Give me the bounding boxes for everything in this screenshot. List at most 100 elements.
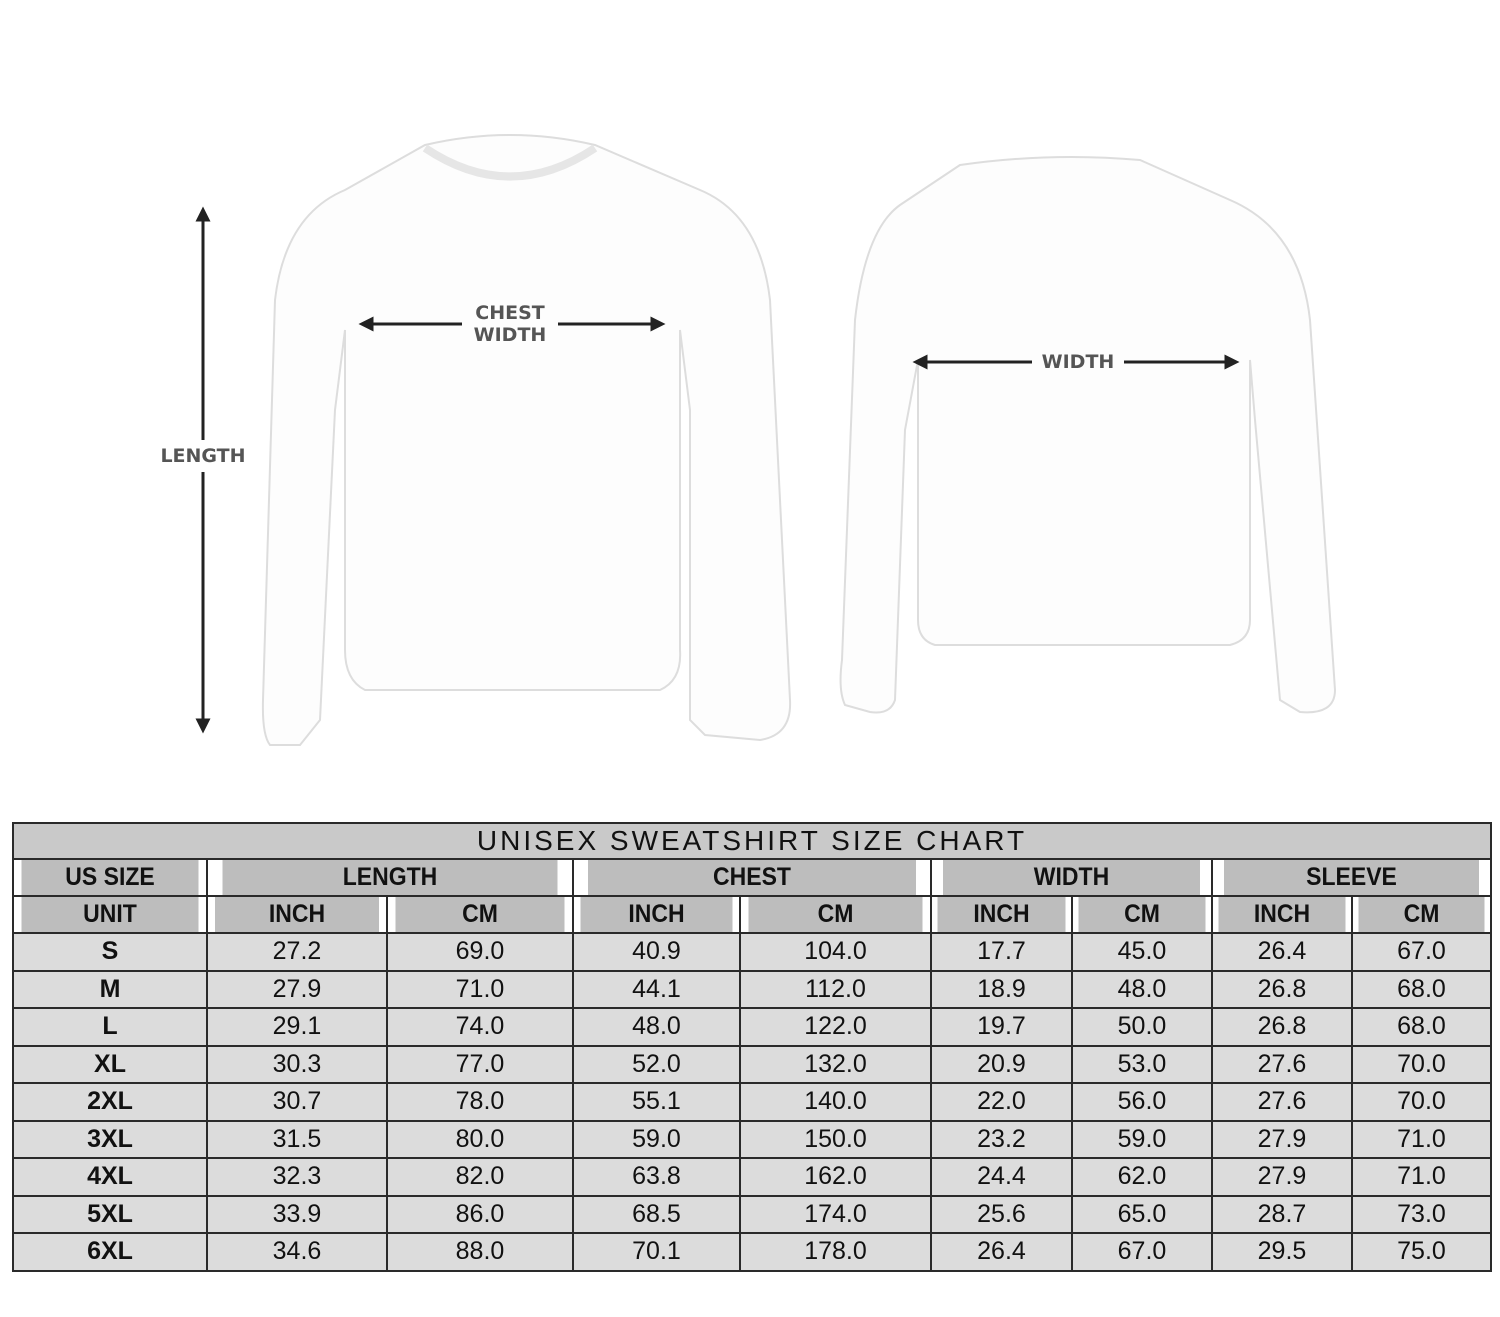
size-cell: S — [12, 932, 208, 972]
table-cell: 19.7 — [930, 1007, 1073, 1047]
table-cell: 56.0 — [1071, 1082, 1213, 1122]
table-cell: 67.0 — [1351, 932, 1492, 972]
table-cell: 59.0 — [572, 1119, 741, 1159]
table-cell: 150.0 — [739, 1119, 932, 1159]
table-row: S 27.2 69.0 40.9 104.0 17.7 45.0 26.4 67.0 — [12, 932, 1492, 972]
table-cell: 68.0 — [1351, 969, 1492, 1009]
chest-width-label-line2: WIDTH — [473, 324, 547, 346]
table-cell: 82.0 — [386, 1157, 574, 1197]
table-cell: 71.0 — [386, 969, 574, 1009]
table-cell: 77.0 — [386, 1044, 574, 1084]
table-cell: 55.1 — [572, 1082, 741, 1122]
table-title: UNISEX SWEATSHIRT SIZE CHART — [12, 822, 1492, 860]
size-cell: 2XL — [12, 1082, 208, 1122]
unit-header: INCH — [578, 895, 735, 934]
table-cell: 50.0 — [1071, 1007, 1213, 1047]
size-cell: XL — [12, 1044, 208, 1084]
table-cell: 70.0 — [1351, 1044, 1492, 1084]
table-cell: 32.3 — [206, 1157, 388, 1197]
table-cell: 65.0 — [1071, 1194, 1213, 1234]
table-cell: 80.0 — [386, 1119, 574, 1159]
table-cell: 112.0 — [739, 969, 932, 1009]
size-chart-table: UNISEX SWEATSHIRT SIZE CHART US SIZE LENG… — [12, 822, 1492, 1272]
size-cell: 5XL — [12, 1194, 208, 1234]
table-cell: 23.2 — [930, 1119, 1073, 1159]
table-cell: 27.9 — [1211, 1157, 1353, 1197]
table-cell: 29.5 — [1211, 1232, 1353, 1272]
table-cell: 25.6 — [930, 1194, 1073, 1234]
unit-header: INCH — [1216, 895, 1348, 934]
table-cell: 86.0 — [386, 1194, 574, 1234]
table-row: L 29.1 74.0 48.0 122.0 19.7 50.0 26.8 68.0 — [12, 1007, 1492, 1047]
chest-width-label-line1: CHEST — [475, 302, 545, 324]
size-cell: L — [12, 1007, 208, 1047]
table-cell: 68.5 — [572, 1194, 741, 1234]
table-cell: 140.0 — [739, 1082, 932, 1122]
table-cell: 20.9 — [930, 1044, 1073, 1084]
unit-header-row: UNIT INCH CM INCH CM INCH CM INCH CM — [13, 895, 1491, 934]
table-cell: 44.1 — [572, 969, 741, 1009]
table-cell: 27.9 — [206, 969, 388, 1009]
table-row: 2XL 30.7 78.0 55.1 140.0 22.0 56.0 27.6 70.0 — [12, 1082, 1492, 1122]
table-cell: 34.6 — [206, 1232, 388, 1272]
table-cell: 69.0 — [386, 932, 574, 972]
table-cell: 33.9 — [206, 1194, 388, 1234]
table-cell: 26.8 — [1211, 969, 1353, 1009]
table-cell: 45.0 — [1071, 932, 1213, 972]
table-cell: 122.0 — [739, 1007, 932, 1047]
table-row: 5XL 33.9 86.0 68.5 174.0 25.6 65.0 28.7 73.0 — [12, 1194, 1492, 1234]
unit-header: INCH — [213, 895, 381, 934]
sweatshirt-illustration — [195, 134, 1337, 746]
table-cell: 30.7 — [206, 1082, 388, 1122]
table-cell: 71.0 — [1351, 1157, 1492, 1197]
group-header: SLEEVE — [1222, 858, 1481, 897]
table-cell: 18.9 — [930, 969, 1073, 1009]
group-header: US SIZE — [19, 858, 201, 897]
table-cell: 73.0 — [1351, 1194, 1492, 1234]
table-cell: 63.8 — [572, 1157, 741, 1197]
group-header: LENGTH — [220, 858, 560, 897]
table-cell: 67.0 — [1071, 1232, 1213, 1272]
table-cell: 62.0 — [1071, 1157, 1213, 1197]
table-cell: 88.0 — [386, 1232, 574, 1272]
table-cell: 132.0 — [739, 1044, 932, 1084]
table-cell: 48.0 — [572, 1007, 741, 1047]
table-cell: 174.0 — [739, 1194, 932, 1234]
unit-header: CM — [1356, 895, 1487, 934]
table-row: M 27.9 71.0 44.1 112.0 18.9 48.0 26.8 68.0 — [12, 969, 1492, 1009]
table-cell: 71.0 — [1351, 1119, 1492, 1159]
table-cell: 53.0 — [1071, 1044, 1213, 1084]
table-cell: 162.0 — [739, 1157, 932, 1197]
table-cell: 30.3 — [206, 1044, 388, 1084]
table-cell: 29.1 — [206, 1007, 388, 1047]
table-cell: 75.0 — [1351, 1232, 1492, 1272]
group-header: CHEST — [586, 858, 918, 897]
table-cell: 27.6 — [1211, 1044, 1353, 1084]
table-cell: 70.0 — [1351, 1082, 1492, 1122]
size-cell: M — [12, 969, 208, 1009]
table-row: 4XL 32.3 82.0 63.8 162.0 24.4 62.0 27.9 71.0 — [12, 1157, 1492, 1197]
unit-header: CM — [393, 895, 567, 934]
table-cell: 48.0 — [1071, 969, 1213, 1009]
table-cell: 24.4 — [930, 1157, 1073, 1197]
table-cell: 74.0 — [386, 1007, 574, 1047]
chest-width-label: CHEST WIDTH — [460, 302, 560, 346]
table-row: 3XL 31.5 80.0 59.0 150.0 23.2 59.0 27.9 71.0 — [12, 1119, 1492, 1159]
back-sweatshirt — [839, 155, 1337, 714]
table-row: XL 30.3 77.0 52.0 132.0 20.9 53.0 27.6 70.0 — [12, 1044, 1492, 1084]
width-label: WIDTH — [1041, 351, 1115, 373]
table-cell: 70.1 — [572, 1232, 741, 1272]
table-cell: 68.0 — [1351, 1007, 1492, 1047]
table-cell: 40.9 — [572, 932, 741, 972]
table-row: 6XL 34.6 88.0 70.1 178.0 26.4 67.0 29.5 75.0 — [12, 1232, 1492, 1272]
table-cell: 178.0 — [739, 1232, 932, 1272]
unit-header: INCH — [935, 895, 1068, 934]
table-cell: 31.5 — [206, 1119, 388, 1159]
table-cell: 17.7 — [930, 932, 1073, 972]
front-sweatshirt — [261, 134, 792, 746]
table-cell: 27.6 — [1211, 1082, 1353, 1122]
table-cell: 26.4 — [930, 1232, 1073, 1272]
table-cell: 52.0 — [572, 1044, 741, 1084]
table-cell: 26.4 — [1211, 932, 1353, 972]
table-cell: 26.8 — [1211, 1007, 1353, 1047]
